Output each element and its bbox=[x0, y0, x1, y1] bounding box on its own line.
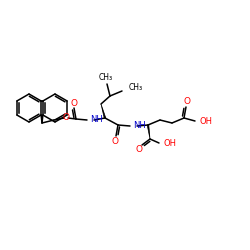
Text: NH: NH bbox=[90, 114, 103, 124]
Text: CH₃: CH₃ bbox=[99, 74, 113, 82]
Text: O: O bbox=[62, 114, 70, 122]
Polygon shape bbox=[101, 104, 106, 118]
Text: CH₃: CH₃ bbox=[129, 84, 143, 92]
Text: OH: OH bbox=[200, 116, 213, 126]
Text: O: O bbox=[70, 98, 78, 108]
Text: O: O bbox=[184, 98, 190, 106]
Polygon shape bbox=[147, 125, 150, 139]
Text: OH: OH bbox=[164, 138, 177, 147]
Text: O: O bbox=[112, 136, 118, 145]
Text: NH: NH bbox=[133, 120, 146, 130]
Text: O: O bbox=[136, 144, 142, 154]
